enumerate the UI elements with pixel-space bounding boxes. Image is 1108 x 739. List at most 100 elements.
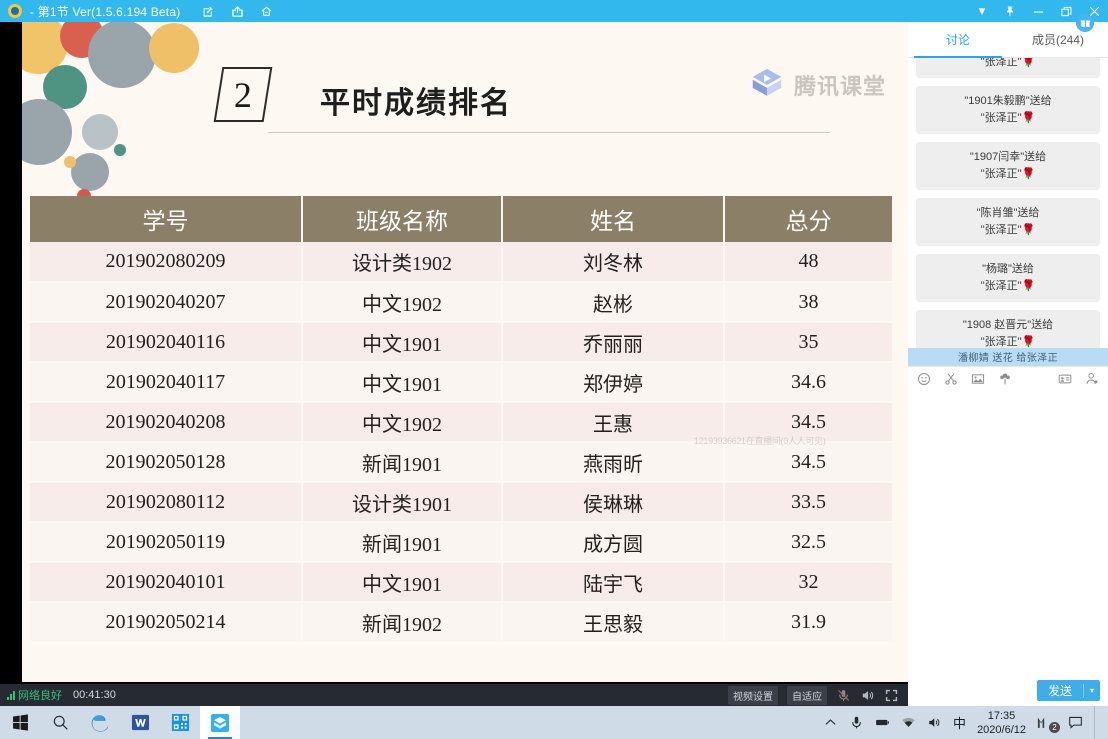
clock-date: 2020/6/12 xyxy=(977,723,1026,736)
word-icon[interactable] xyxy=(120,706,160,739)
cell-name: 王惠 xyxy=(502,402,725,443)
table-row: 201902040117 中文1901 郑伊婷 34.6 xyxy=(30,362,892,403)
cell-class: 中文1902 xyxy=(302,282,503,323)
cell-student-id: 201902080112 xyxy=(30,482,303,523)
cell-student-id: 201902050214 xyxy=(30,602,303,643)
player-control-bar: 网络良好 00:41:30 视频设置 自适应 xyxy=(0,684,908,706)
flower-gift-icon[interactable] xyxy=(998,372,1012,386)
windows-start-icon[interactable] xyxy=(0,706,40,739)
cell-class: 中文1901 xyxy=(302,562,503,603)
ime-indicator[interactable]: 中 xyxy=(953,716,967,731)
column-header-class-name: 班级名称 xyxy=(302,196,503,242)
cell-name: 陆宇飞 xyxy=(502,562,725,603)
table-row: 201902050214 新闻1902 王思毅 31.9 xyxy=(30,602,892,643)
cell-student-id: 201902040207 xyxy=(30,282,303,323)
windows-taskbar: 中 17:35 2020/6/12 2 xyxy=(0,706,1108,739)
send-divider xyxy=(1082,683,1084,697)
send-dropdown-arrow-icon[interactable]: ▾ xyxy=(1089,685,1094,695)
mic-icon[interactable] xyxy=(849,715,864,730)
wifi-icon[interactable] xyxy=(901,715,916,730)
cell-name: 乔丽丽 xyxy=(502,322,725,363)
show-desktop-button[interactable] xyxy=(1094,706,1102,739)
cell-class: 设计类1901 xyxy=(302,482,503,523)
cell-class: 新闻1901 xyxy=(302,522,503,563)
image-icon[interactable] xyxy=(971,372,985,386)
cell-score: 32 xyxy=(724,562,892,603)
column-header-total-score: 总分 xyxy=(724,196,892,242)
cell-score: 33.5 xyxy=(724,482,892,523)
clock[interactable]: 17:35 2020/6/12 xyxy=(977,709,1026,737)
qr-app-icon[interactable] xyxy=(160,706,200,739)
notification-icon[interactable] xyxy=(1068,715,1083,730)
cell-score: 32.5 xyxy=(724,522,892,563)
cell-name: 成方圆 xyxy=(502,522,725,563)
emoji-icon[interactable] xyxy=(917,372,931,386)
column-header-student-id: 学号 xyxy=(30,196,303,242)
rose-icon: 🌹 xyxy=(1021,112,1036,125)
chat-message-line2: "张泽正" xyxy=(980,112,1022,125)
presentation-slide: 2 平时成绩排名 腾讯课堂 xyxy=(22,22,908,682)
gift-notification-badge[interactable] xyxy=(1076,14,1094,32)
speaker-icon[interactable] xyxy=(860,688,875,703)
tab-discussion[interactable]: 讨论 xyxy=(908,22,1008,57)
cell-class: 新闻1901 xyxy=(302,442,503,483)
search-icon[interactable] xyxy=(40,706,80,739)
slide-section-number: 2 xyxy=(213,67,273,122)
chat-message-line2: "张泽正" xyxy=(980,224,1022,237)
chevron-up-icon[interactable] xyxy=(823,715,838,730)
video-stage[interactable]: 2 平时成绩排名 腾讯课堂 xyxy=(0,22,908,706)
tencent-classroom-icon[interactable] xyxy=(200,706,240,739)
chat-message-line1: "杨璐"送给 xyxy=(982,263,1034,276)
minimize-icon[interactable] xyxy=(1024,0,1052,22)
send-button[interactable]: 发送 ▾ xyxy=(1036,679,1100,701)
chevron-down-icon[interactable]: ▾ xyxy=(978,3,986,18)
window-titlebar: - 第1节 Ver(1.5.6.194 Beta) ▾ xyxy=(0,0,1108,22)
cell-name: 刘冬林 xyxy=(502,242,725,283)
network-status-label: 网络良好 xyxy=(18,690,62,702)
send-button-label: 发送 xyxy=(1047,683,1072,698)
close-icon[interactable] xyxy=(1080,0,1108,22)
chat-message: "陈肖雏"送给 "张泽正"🌹 xyxy=(916,198,1100,247)
scissors-icon[interactable] xyxy=(944,372,958,386)
video-settings-button[interactable]: 视频设置 xyxy=(728,685,778,705)
edit-icon[interactable] xyxy=(202,5,215,18)
tray-app-icon[interactable]: 2 xyxy=(1037,715,1060,733)
chat-panel: 讨论 成员(244) "张泽正"🌹 "1901朱毅鹏"送给 "张泽正"🌹 "19… xyxy=(908,14,1108,706)
edge-icon[interactable] xyxy=(80,706,120,739)
home-icon[interactable] xyxy=(260,5,273,18)
elapsed-time: 00:41:30 xyxy=(73,689,116,701)
slide-number-text: 2 xyxy=(234,74,252,115)
cell-class: 设计类1902 xyxy=(302,242,503,283)
chat-message-line1: "1907闫幸"送给 xyxy=(969,151,1047,164)
volume-icon[interactable] xyxy=(927,715,942,730)
cell-name: 燕雨昕 xyxy=(502,442,725,483)
history-card-icon[interactable] xyxy=(1058,372,1072,386)
cell-score: 48 xyxy=(724,242,892,283)
member-icon[interactable] xyxy=(1085,372,1099,386)
system-notice: 潘柳婧 送花 给张泽正 xyxy=(908,347,1108,366)
chat-message-list[interactable]: "张泽正"🌹 "1901朱毅鹏"送给 "张泽正"🌹 "1907闫幸"送给 "张泽… xyxy=(908,58,1108,348)
restore-icon[interactable] xyxy=(1052,0,1080,22)
tab-members[interactable]: 成员(244) xyxy=(1008,22,1108,57)
rose-icon: 🌹 xyxy=(1021,224,1036,237)
chat-input-area[interactable] xyxy=(908,391,1108,678)
tencent-classroom-mark-icon xyxy=(752,68,782,96)
mic-muted-icon[interactable] xyxy=(836,688,851,703)
cell-class: 中文1902 xyxy=(302,402,503,443)
brand-logo: 腾讯课堂 xyxy=(748,66,886,104)
chat-message: "1908 赵晋元"送给 "张泽正"🌹 xyxy=(916,310,1100,348)
quality-selector[interactable]: 自适应 xyxy=(787,685,827,705)
table-row: 201902080112 设计类1901 侯琳琳 33.5 xyxy=(30,482,892,523)
tencent-classroom-logo-icon xyxy=(8,4,22,18)
network-status: 网络良好 xyxy=(7,687,62,703)
cell-student-id: 201902040208 xyxy=(30,402,303,443)
chat-message-line2: "张泽正" xyxy=(980,168,1022,181)
battery-icon[interactable] xyxy=(875,715,890,730)
signal-bars-icon xyxy=(7,690,15,700)
cell-name: 王思毅 xyxy=(502,602,725,643)
fullscreen-icon[interactable] xyxy=(884,688,899,703)
cell-name: 赵彬 xyxy=(502,282,725,323)
pin-icon[interactable] xyxy=(996,0,1024,22)
share-icon[interactable] xyxy=(231,5,244,18)
chat-message-line2: "张泽正" xyxy=(980,280,1022,293)
